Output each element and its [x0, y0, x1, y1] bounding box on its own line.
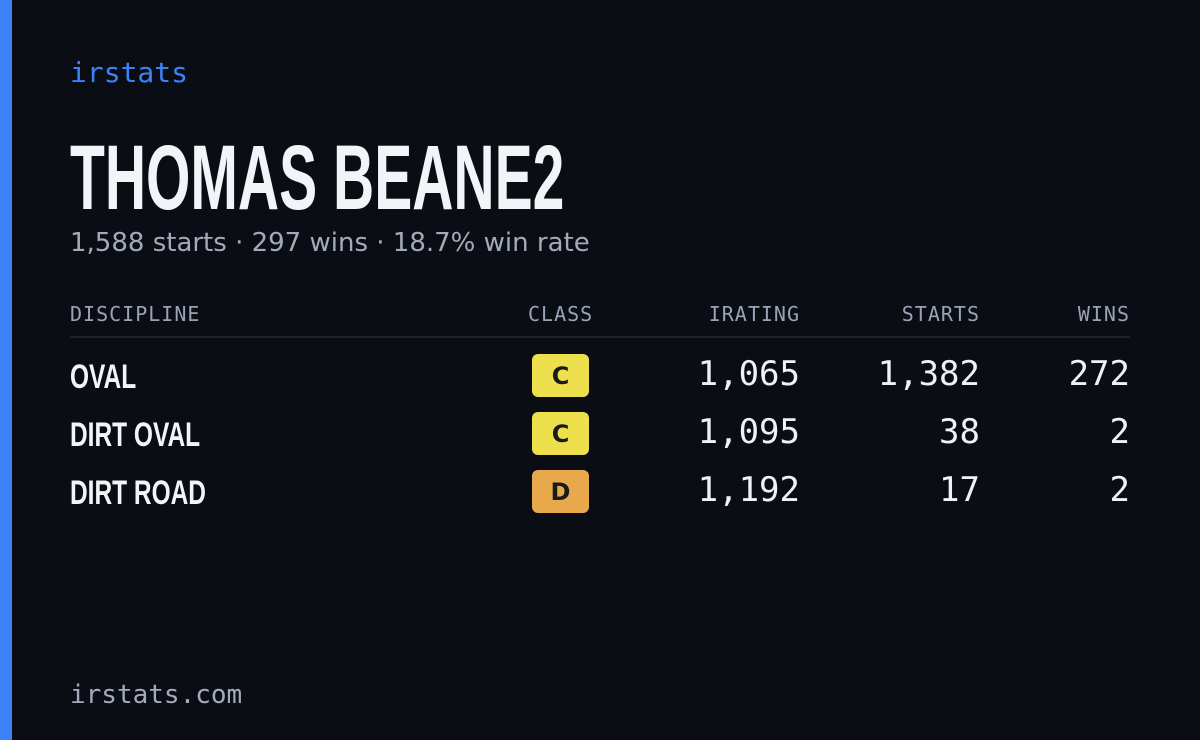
starts: 38: [939, 412, 980, 452]
wins: 2: [1109, 470, 1130, 510]
class-badge: C: [532, 354, 589, 397]
discipline: DIRT ROAD: [70, 474, 207, 512]
column-header: STARTS: [901, 302, 980, 326]
irating: 1,065: [697, 354, 800, 394]
accent-bar: [0, 0, 12, 740]
column-header: WINS: [1077, 302, 1130, 326]
starts: 17: [939, 470, 980, 510]
driver-name: THOMAS BEANE2: [70, 127, 565, 229]
wins: 2: [1109, 412, 1130, 452]
discipline: DIRT OVAL: [70, 416, 201, 454]
column-header: DISCIPLINE: [70, 302, 201, 326]
column-header: IRATING: [708, 302, 800, 326]
driver-summary: 1,588 starts · 297 wins · 18.7% win rate: [70, 228, 590, 258]
irating: 1,095: [697, 412, 800, 452]
divider: [70, 336, 1130, 338]
starts: 1,382: [877, 354, 980, 394]
wins: 272: [1068, 354, 1130, 394]
discipline: OVAL: [70, 358, 137, 396]
class-badge: D: [532, 470, 589, 513]
class-badge: C: [532, 412, 589, 455]
brand: irstats: [70, 56, 189, 89]
irating: 1,192: [697, 470, 800, 510]
footer: irstats.com: [70, 680, 243, 710]
column-header: CLASS: [528, 302, 594, 326]
